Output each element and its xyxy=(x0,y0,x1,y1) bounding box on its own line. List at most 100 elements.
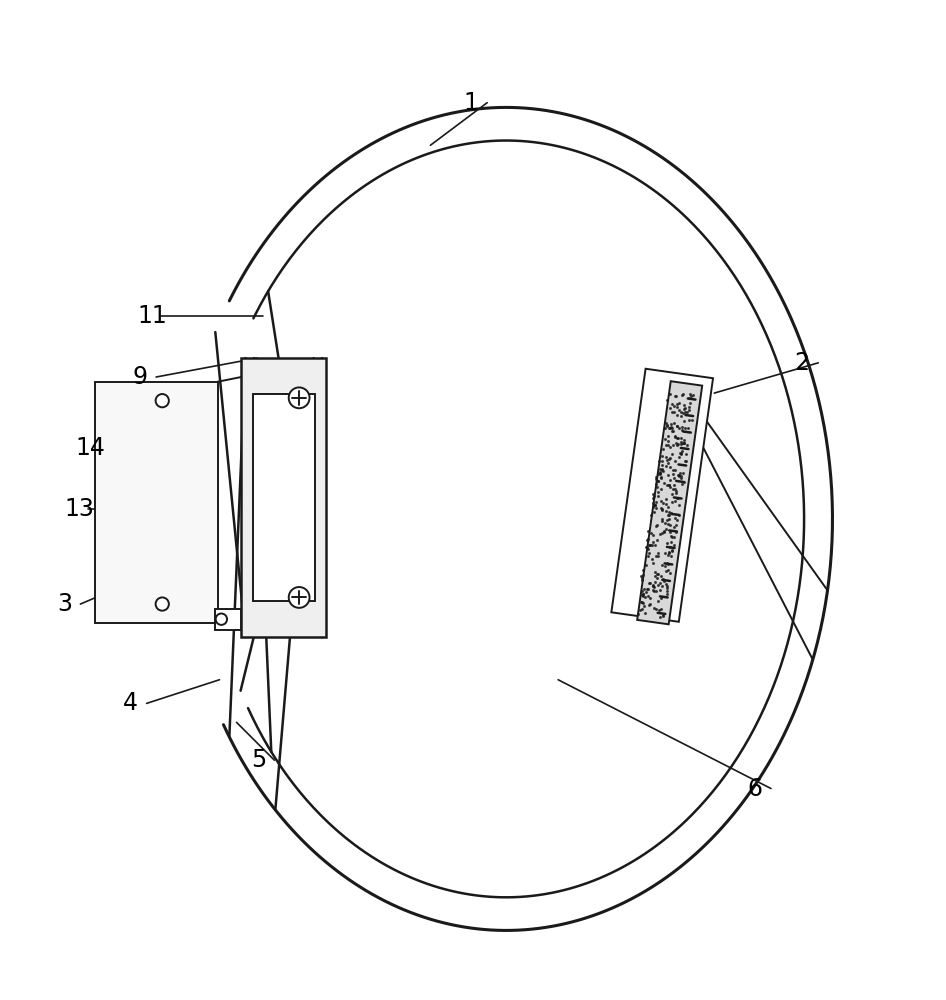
Text: 11: 11 xyxy=(137,304,166,328)
Point xyxy=(645,499,660,515)
Point xyxy=(664,494,679,510)
Point xyxy=(645,578,660,594)
Point xyxy=(659,583,674,599)
Point xyxy=(666,404,681,420)
Point xyxy=(653,609,668,625)
Point xyxy=(666,415,681,431)
Point xyxy=(655,461,670,477)
Point xyxy=(669,485,684,501)
Point xyxy=(642,575,657,591)
Point xyxy=(660,437,675,453)
Point xyxy=(658,415,674,431)
Point xyxy=(654,502,669,518)
Point xyxy=(665,423,680,439)
Point xyxy=(637,598,652,614)
Point xyxy=(645,582,660,598)
Text: 14: 14 xyxy=(76,436,106,460)
Point xyxy=(655,513,670,529)
Point xyxy=(653,466,668,482)
Point xyxy=(659,417,674,433)
Point xyxy=(657,558,673,574)
Point xyxy=(674,387,690,403)
Point xyxy=(661,511,676,527)
Point xyxy=(663,528,678,544)
Point xyxy=(638,589,653,605)
Point xyxy=(645,555,660,571)
Point xyxy=(644,551,659,567)
Point xyxy=(651,473,666,489)
Point xyxy=(637,581,652,597)
Point xyxy=(669,388,684,404)
Point xyxy=(658,491,674,507)
Point xyxy=(651,566,666,582)
Point xyxy=(639,539,655,555)
Point xyxy=(675,465,691,481)
Point xyxy=(636,567,651,583)
Point xyxy=(653,470,668,486)
Point xyxy=(657,545,673,561)
Point xyxy=(674,404,689,420)
Point xyxy=(654,457,669,473)
Point xyxy=(682,412,697,428)
Point xyxy=(677,453,692,469)
Point xyxy=(667,493,682,509)
Text: 9: 9 xyxy=(132,365,148,389)
Point xyxy=(639,588,655,604)
Point xyxy=(642,537,657,553)
Point xyxy=(683,388,698,404)
Point xyxy=(646,486,661,502)
Point xyxy=(653,464,668,480)
Point xyxy=(671,436,686,452)
Point xyxy=(670,437,685,453)
Point xyxy=(665,542,680,558)
Text: 13: 13 xyxy=(64,497,95,521)
Point xyxy=(665,446,680,462)
Point xyxy=(660,507,675,523)
Circle shape xyxy=(216,614,227,625)
Point xyxy=(662,477,677,493)
Point xyxy=(675,386,691,402)
Point xyxy=(657,420,673,436)
Point xyxy=(641,575,657,591)
Point xyxy=(666,437,681,453)
Point xyxy=(647,497,662,513)
Point xyxy=(674,445,689,461)
Point xyxy=(663,534,678,550)
Point xyxy=(666,423,681,439)
Point xyxy=(645,495,660,511)
Point xyxy=(661,545,676,561)
Point xyxy=(636,562,651,578)
Point xyxy=(656,573,671,589)
Bar xyxy=(241,358,326,637)
Point xyxy=(633,594,648,610)
Point xyxy=(657,524,672,540)
Point xyxy=(656,608,671,624)
Point xyxy=(648,469,663,485)
Point xyxy=(667,388,682,404)
Point xyxy=(660,556,675,572)
Point xyxy=(656,475,671,491)
Point xyxy=(667,519,682,535)
Point xyxy=(646,579,661,595)
Point xyxy=(649,476,664,492)
Point xyxy=(672,497,687,513)
Point xyxy=(645,490,660,506)
Point xyxy=(661,499,676,515)
Point xyxy=(640,581,656,597)
Point xyxy=(670,399,685,415)
Bar xyxy=(253,394,315,601)
Point xyxy=(642,537,657,553)
Point xyxy=(644,507,659,523)
Point xyxy=(651,484,666,500)
Point xyxy=(651,466,666,482)
Point xyxy=(674,443,690,459)
Point xyxy=(659,477,674,493)
Point xyxy=(669,418,684,434)
Point xyxy=(653,590,668,606)
Point xyxy=(669,435,684,451)
Point xyxy=(652,453,667,469)
Point xyxy=(634,568,649,584)
Point xyxy=(664,404,679,420)
Point xyxy=(649,548,664,564)
Point xyxy=(679,437,694,453)
